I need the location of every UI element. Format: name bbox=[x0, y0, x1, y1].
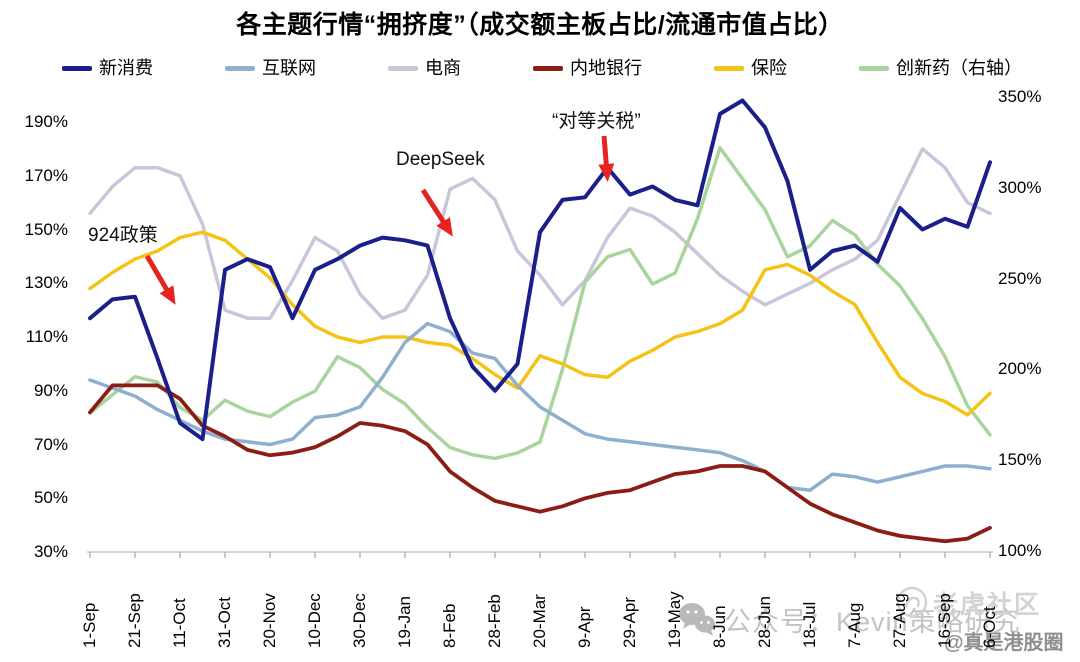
legend-label: 内地银行 bbox=[570, 58, 642, 78]
legend-swatch bbox=[533, 65, 563, 71]
right-axis-tick-label: 150% bbox=[998, 450, 1042, 470]
left-axis-tick-label: 110% bbox=[25, 327, 68, 346]
x-axis-tick-label: 28-Jun bbox=[755, 596, 774, 648]
annotation-label: DeepSeek bbox=[396, 149, 485, 170]
annotation-arrow bbox=[144, 254, 176, 305]
annotation-label: 924政策 bbox=[88, 225, 158, 246]
x-axis-tick-label: 29-Apr bbox=[620, 596, 639, 648]
legend-item-内地银行: 内地银行 bbox=[533, 57, 642, 79]
tiger-watermark: 老虎社区 bbox=[895, 585, 1041, 621]
legend-label: 电商 bbox=[425, 58, 461, 78]
legend-label: 新消费 bbox=[99, 58, 153, 78]
legend-swatch bbox=[714, 65, 744, 71]
legend-item-创新药（右轴）: 创新药（右轴） bbox=[859, 57, 1022, 79]
series-line-内地银行 bbox=[88, 383, 992, 544]
legend-item-互联网: 互联网 bbox=[225, 57, 316, 79]
annotation-arrow bbox=[598, 135, 615, 182]
tiger-watermark-text: 老虎社区 bbox=[933, 591, 1042, 619]
left-axis-tick-label: 50% bbox=[33, 488, 68, 508]
left-axis-tick-label: 150% bbox=[24, 219, 68, 239]
x-axis-tick-label: 19-Jan bbox=[395, 596, 414, 648]
wechat-watermark-text: 公众号：Kevin策略研究 bbox=[724, 607, 1021, 637]
x-axis-tick-label: 10-Dec bbox=[305, 593, 324, 648]
right-axis-tick-label: 200% bbox=[998, 359, 1042, 379]
series-line-保险 bbox=[88, 230, 992, 417]
x-axis-tick-label: 18-Jul bbox=[800, 601, 819, 648]
annotation-arrow bbox=[420, 188, 453, 237]
legend-label: 保险 bbox=[751, 58, 787, 78]
right-axis-tick-label: 250% bbox=[998, 268, 1042, 288]
legend-swatch bbox=[859, 65, 889, 71]
x-axis-tick-label: 9-Apr bbox=[575, 606, 594, 648]
series-layer bbox=[88, 98, 992, 544]
handle-watermark-text: @真是港股圈 bbox=[944, 632, 1064, 654]
x-axis-tick-label: 28-Feb bbox=[485, 594, 504, 648]
left-axis-tick-label: 170% bbox=[24, 165, 68, 185]
x-axis-tick-label: 19-May bbox=[665, 591, 684, 648]
legend-item-电商: 电商 bbox=[388, 57, 461, 79]
left-axis-tick-label: 70% bbox=[33, 434, 68, 454]
left-axis-tick-label: 190% bbox=[24, 112, 68, 131]
chart-legend: 新消费 互联网 电商 内地银行 保险 创新药（右轴） bbox=[62, 55, 1022, 81]
x-axis-tick-label: 6-Oct bbox=[980, 606, 999, 648]
x-axis-tick-label: 20-Mar bbox=[530, 594, 549, 648]
annotation-label: “对等关税” bbox=[552, 111, 641, 132]
series-line-互联网 bbox=[88, 321, 992, 492]
legend-swatch bbox=[388, 65, 418, 71]
left-axis-tick-label: 90% bbox=[33, 380, 68, 400]
series-line-电商 bbox=[88, 147, 992, 320]
x-axis-tick-label: 30-Dec bbox=[350, 593, 369, 648]
legend-item-保险: 保险 bbox=[714, 57, 787, 79]
x-axis-tick-label: 1-Sep bbox=[80, 602, 99, 648]
right-axis-tick-label: 350% bbox=[998, 87, 1042, 106]
annotation-arrows bbox=[144, 135, 615, 305]
left-axis-tick-label: 30% bbox=[33, 542, 68, 561]
x-axis-tick-label: 27-Aug bbox=[890, 593, 909, 648]
wechat-watermark: 公众号：Kevin策略研究 bbox=[678, 600, 1021, 639]
series-line-新消费 bbox=[88, 98, 992, 442]
wechat-icon bbox=[679, 603, 715, 636]
x-axis-tick-label: 20-Nov bbox=[260, 593, 279, 648]
x-axis-tick-label: 8-Feb bbox=[440, 603, 459, 648]
x-axis-tick-label: 16-Sep bbox=[935, 593, 954, 648]
legend-swatch bbox=[225, 65, 255, 71]
tiger-logo-icon bbox=[896, 586, 928, 618]
left-axis-tick-label: 130% bbox=[24, 273, 68, 293]
legend-label: 互联网 bbox=[262, 58, 316, 78]
x-axis-tick-label: 11-Oct bbox=[170, 598, 189, 648]
x-axis-tick-label: 7-Aug bbox=[845, 602, 864, 648]
series-line-创新药（右轴） bbox=[88, 146, 992, 461]
right-axis-tick-label: 100% bbox=[998, 541, 1042, 560]
axis-layer bbox=[87, 551, 993, 558]
x-axis-tick-label: 31-Oct bbox=[215, 596, 234, 648]
legend-label: 创新药（右轴） bbox=[896, 58, 1022, 78]
right-axis-tick-label: 300% bbox=[998, 177, 1042, 197]
legend-item-新消费: 新消费 bbox=[62, 57, 153, 79]
chart-title: 各主题行情“拥挤度”（成交额主板占比/流通市值占比） bbox=[236, 11, 844, 39]
x-axis-tick-label: 8-Jun bbox=[710, 605, 729, 648]
legend-swatch bbox=[62, 65, 92, 71]
x-axis-tick-label: 21-Sep bbox=[125, 593, 144, 648]
